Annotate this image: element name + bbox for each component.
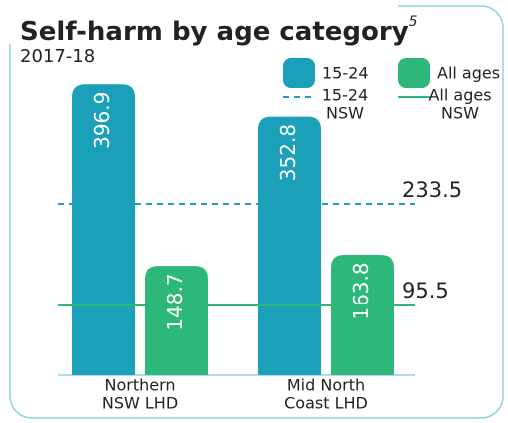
- x-tick-label: NSW LHD: [102, 394, 178, 413]
- legend-label: NSW: [326, 104, 364, 123]
- bar: [145, 266, 208, 375]
- value-label: 148.7: [163, 273, 187, 330]
- value-label: 396.9: [90, 92, 114, 149]
- legend-label: All ages: [437, 64, 500, 83]
- title-superscript: 5: [409, 14, 418, 30]
- chart-title: Self-harm by age category5: [20, 14, 418, 47]
- legend-swatch: [398, 58, 430, 88]
- legend-swatch: [283, 58, 315, 88]
- x-tick-label: Northern: [104, 376, 175, 395]
- x-tick-label: Mid North: [287, 376, 365, 395]
- bar: [331, 255, 394, 375]
- legend-label: All ages: [428, 86, 491, 105]
- bar: [258, 116, 321, 375]
- title-backdrop: [8, 4, 398, 44]
- legend-label: NSW: [441, 104, 479, 123]
- bar: [72, 84, 135, 375]
- reference-label: 233.5: [402, 178, 462, 202]
- value-label: 163.8: [349, 262, 373, 319]
- chart-subtitle: 2017-18: [20, 46, 95, 67]
- x-tick-label: Coast LHD: [284, 394, 368, 413]
- title-text: Self-harm by age category: [20, 17, 409, 47]
- reference-label: 95.5: [402, 279, 449, 303]
- value-label: 352.8: [276, 124, 300, 181]
- legend-label: 15-24: [322, 64, 369, 83]
- legend-label: 15-24: [322, 86, 369, 105]
